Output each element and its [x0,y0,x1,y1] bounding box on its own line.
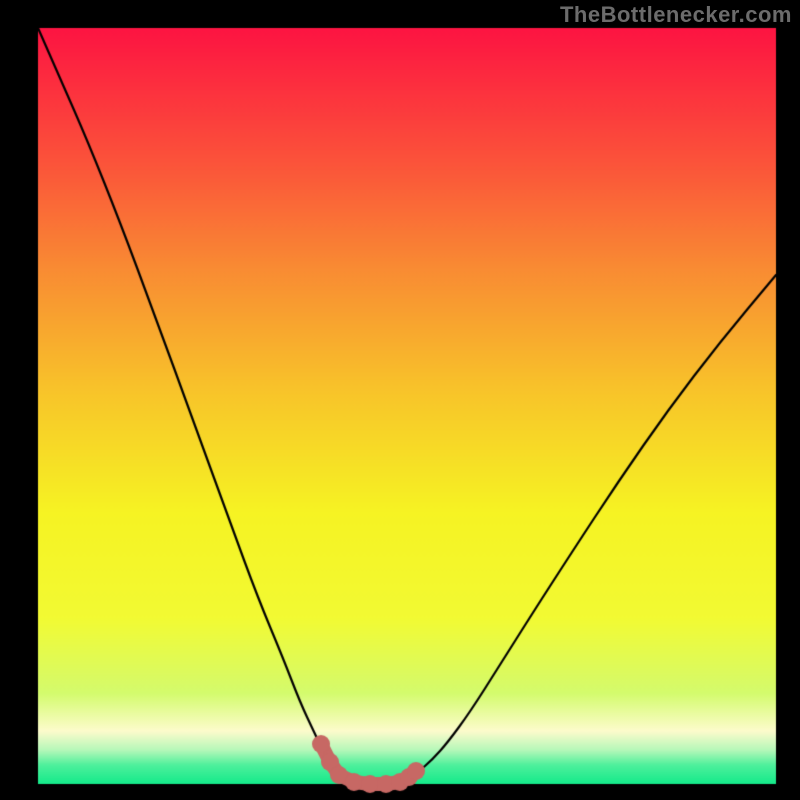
bottleneck-curve-chart [0,0,800,800]
watermark-text: TheBottlenecker.com [560,2,792,28]
